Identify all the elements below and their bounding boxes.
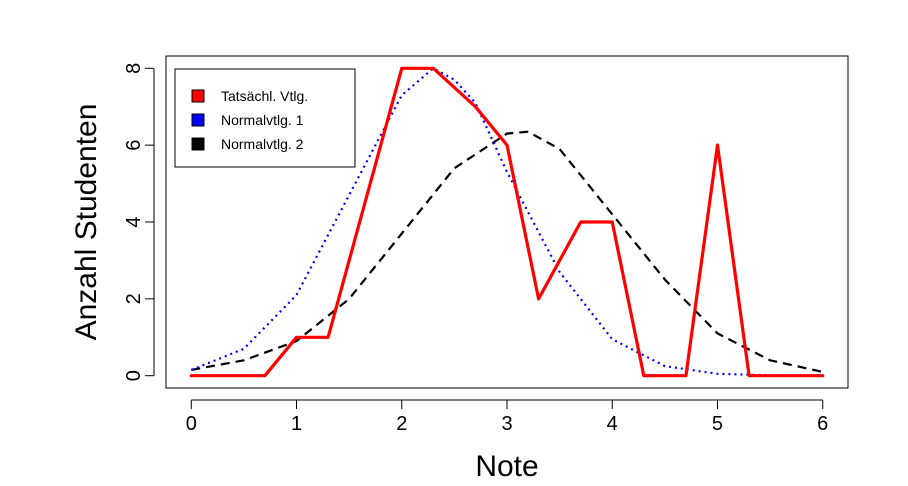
x-tick-label: 2 <box>396 413 407 435</box>
series-layer <box>189 66 825 378</box>
series-line-2 <box>190 67 823 377</box>
series-line-1 <box>189 66 825 378</box>
y-axis-title: Anzahl Studenten <box>70 104 103 341</box>
plot-frame <box>165 55 849 389</box>
x-axis-title: Note <box>475 450 538 483</box>
legend-label: Tatsächl. Vtlg. <box>221 88 308 104</box>
y-tick-label: 0 <box>123 370 145 381</box>
legend-box <box>174 68 356 168</box>
y-axis: 0 2 4 6 8 <box>123 63 155 381</box>
legend-label: Normalvtlg. 2 <box>221 136 304 152</box>
y-tick-label: 4 <box>123 216 145 227</box>
y-tick-label: 8 <box>123 63 145 74</box>
x-tick-label: 3 <box>501 413 512 435</box>
x-tick-label: 4 <box>607 413 618 435</box>
x-tick-label: 6 <box>817 413 828 435</box>
x-tick-label: 1 <box>291 413 302 435</box>
series-line-3 <box>191 130 823 373</box>
legend-swatch <box>191 113 205 127</box>
y-tick-label: 6 <box>123 140 145 151</box>
y-tick-label: 2 <box>123 293 145 304</box>
x-tick-label: 0 <box>186 413 197 435</box>
legend: Tatsächl. Vtlg. Normalvtlg. 1 Normalvtlg. … <box>174 68 356 168</box>
x-axis: 0 1 2 3 4 5 6 <box>186 399 828 435</box>
legend-label: Normalvtlg. 1 <box>221 112 304 128</box>
legend-swatch <box>191 89 205 103</box>
legend-swatch <box>191 137 205 151</box>
x-tick-label: 5 <box>712 413 723 435</box>
